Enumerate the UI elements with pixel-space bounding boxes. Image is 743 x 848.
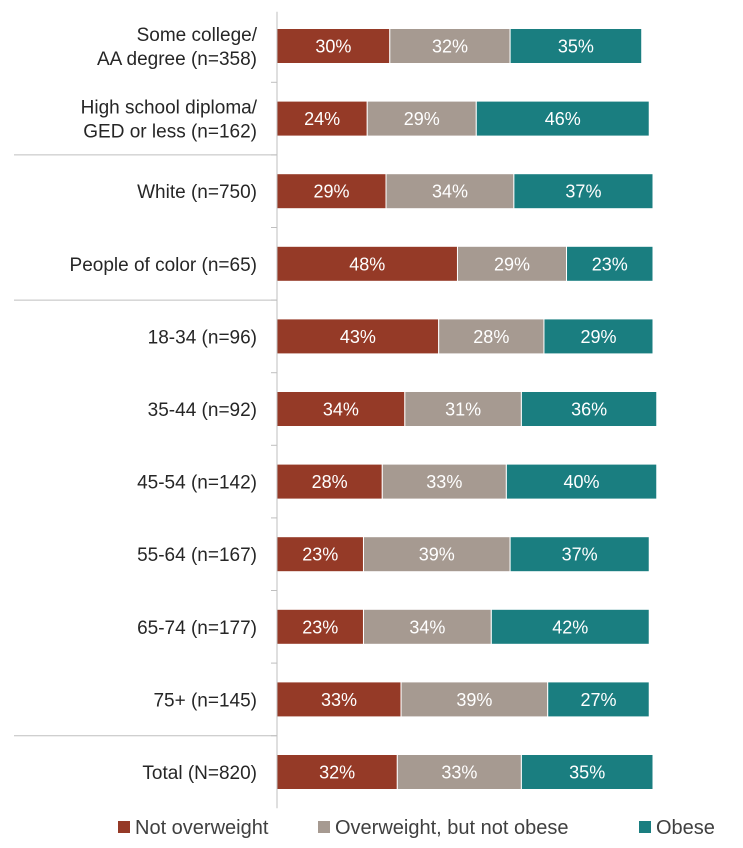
data-label: 40% [564,472,600,492]
bar-segment-obese [475,100,650,137]
data-label: 34% [432,182,468,202]
legend-label: Obese [656,817,715,839]
data-label: 32% [319,763,355,783]
category-label: 45-54 (n=142) [137,473,257,494]
bar-segment-obese [490,608,650,645]
bar-segment-obese [509,536,650,573]
legend-label: Not overweight [135,817,269,839]
data-label: 37% [562,545,598,565]
data-label: 37% [565,182,601,202]
bar-segment-not-overweight [276,463,383,500]
data-label: 29% [580,327,616,347]
data-label: 39% [456,690,492,710]
category-label: People of color (n=65) [70,255,257,276]
data-label: 30% [315,37,351,57]
bar-segment-obese [505,463,658,500]
data-label: 32% [432,37,468,57]
bar-segment-not-overweight [276,536,364,573]
bar-segment-obese [566,245,654,282]
data-label: 39% [419,545,455,565]
category-label: 75+ (n=145) [153,690,257,711]
data-label: 28% [312,472,348,492]
data-label: 29% [404,109,440,129]
data-label: 23% [592,254,628,274]
category-label: High school diploma/GED or less (n=162) [81,98,258,143]
bar-segment-not-overweight [276,681,402,718]
bar-segment-not-overweight [276,245,458,282]
category-label: 18-34 (n=96) [148,327,257,348]
bar-segment-overweight-but-not-obese [438,318,545,355]
category-label: Some college/AA degree (n=358) [97,25,258,70]
category-label: 65-74 (n=177) [137,618,257,639]
data-label: 24% [304,109,340,129]
bar-segment-overweight-but-not-obese [400,681,549,718]
data-label: 31% [445,400,481,420]
category-label: White (n=750) [137,182,257,203]
bar-segment-overweight-but-not-obese [381,463,507,500]
data-label: 35% [569,763,605,783]
data-label: 29% [314,182,350,202]
data-label: 23% [302,617,338,637]
legend: Not overweight Overweight, but not obese O… [118,817,715,839]
category-label: 35-44 (n=92) [148,400,257,421]
data-label: 28% [473,327,509,347]
data-label: 34% [323,400,359,420]
bar-segment-overweight-but-not-obese [389,28,511,64]
data-label: 27% [580,690,616,710]
bar-segment-not-overweight [276,28,391,64]
bar-segment-obese [543,318,654,355]
bar-segment-obese [509,28,643,64]
data-label: 29% [494,254,530,274]
data-label: 33% [426,472,462,492]
bars-layer: 30% 32% 35% 24% 29% 46% 29% 34% 37% 48% 29% 23% 43% 2… [276,28,658,790]
data-label: 23% [302,545,338,565]
category-label: Total (N=820) [142,763,257,784]
bar-segment-overweight-but-not-obese [404,391,522,427]
legend-swatch [318,821,330,833]
data-label: 35% [558,37,594,57]
category-labels: Some college/AA degree (n=358) High schoo… [70,25,258,784]
bar-segment-obese [547,681,650,718]
data-label: 36% [571,400,607,420]
bar-segment-not-overweight [276,608,364,645]
data-label: 46% [545,109,581,129]
bar-segment-overweight-but-not-obese [366,100,477,137]
data-label: 33% [441,763,477,783]
bar-segment-obese [513,173,654,210]
bar-segment-not-overweight [276,318,440,355]
category-axis [14,11,278,809]
legend-label: Overweight, but not obese [335,817,568,839]
bar-segment-obese [520,391,658,427]
legend-swatch [639,821,651,833]
legend-swatch [118,821,130,833]
data-label: 34% [409,617,445,637]
data-label: 42% [552,617,588,637]
bar-segment-overweight-but-not-obese [362,536,511,573]
bar-segment-not-overweight [276,173,387,210]
bar-segment-obese [520,754,654,790]
data-label: 43% [340,327,376,347]
bar-segment-overweight-but-not-obese [385,173,515,210]
data-label: 33% [321,690,357,710]
bar-segment-not-overweight [276,754,398,790]
data-label: 48% [349,254,385,274]
category-label: 55-64 (n=167) [137,545,257,566]
